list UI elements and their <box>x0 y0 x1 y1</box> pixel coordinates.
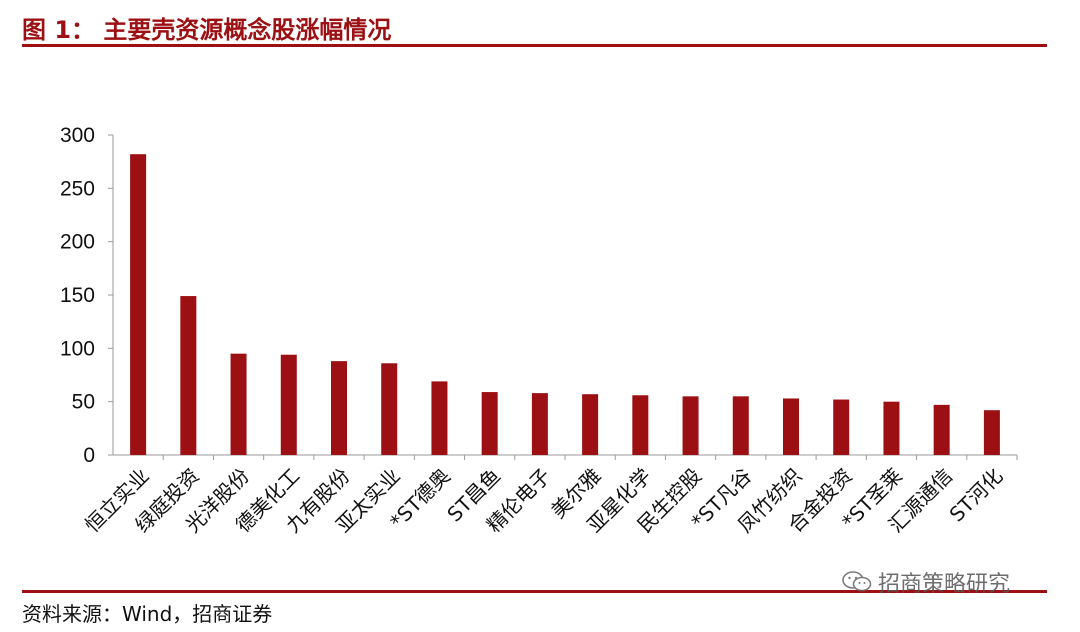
bar <box>732 396 749 455</box>
bar <box>883 401 900 455</box>
bar <box>632 395 649 455</box>
y-tick-label: 150 <box>60 284 95 307</box>
bar <box>431 381 448 455</box>
plot-area: 050100150200250300恒立实业绿庭投资光洋股份德美化工九有股份亚太… <box>60 124 1018 537</box>
watermark-text: 招商策略研究 <box>878 572 1011 597</box>
page-title: 图 1： 主要壳资源概念股涨幅情况 <box>22 16 392 44</box>
x-tick-label: ST河化 <box>945 464 1008 527</box>
bar <box>130 154 147 455</box>
bar <box>833 399 850 455</box>
bar <box>381 363 398 455</box>
title-divider <box>22 44 1047 47</box>
y-tick-label: 50 <box>72 391 95 414</box>
bar <box>682 396 699 455</box>
bar <box>933 404 950 455</box>
wechat-icon <box>842 571 872 592</box>
bar <box>582 394 599 455</box>
source-note: 资料来源：Wind，招商证券 <box>22 602 273 626</box>
bar <box>783 398 799 455</box>
bar <box>230 353 247 455</box>
bar-chart: 050100150200250300恒立实业绿庭投资光洋股份德美化工九有股份亚太… <box>60 124 1018 537</box>
y-tick-label: 250 <box>60 177 95 200</box>
bar <box>481 392 498 455</box>
y-tick-label: 300 <box>60 124 95 147</box>
bar <box>280 354 297 455</box>
y-tick-label: 0 <box>83 444 95 467</box>
bar <box>180 296 197 455</box>
bar <box>331 361 347 455</box>
y-tick-label: 200 <box>60 231 95 254</box>
y-tick-label: 100 <box>60 337 95 360</box>
bar <box>531 393 548 455</box>
watermark: 招商策略研究 <box>842 566 1010 598</box>
bar <box>983 410 1000 455</box>
footer-divider <box>22 590 1047 593</box>
